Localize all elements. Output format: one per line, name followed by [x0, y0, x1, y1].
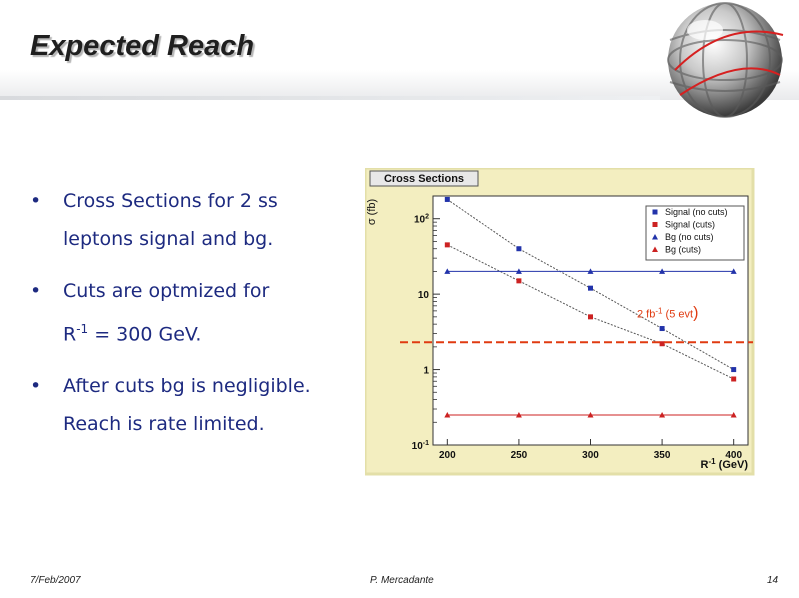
series-line [447, 244, 734, 380]
data-point [516, 246, 522, 252]
data-point [516, 278, 522, 284]
x-axis-label: R-1 (GeV) [701, 457, 749, 471]
data-point [659, 326, 665, 332]
y-tick-label: 10 [418, 290, 430, 301]
bullet-item: • After cuts bg is negligible. Reach is … [30, 367, 350, 443]
data-point [444, 196, 450, 202]
x-tick-label: 200 [439, 450, 456, 461]
x-tick-label: 300 [582, 450, 599, 461]
data-point [587, 268, 594, 274]
data-point [659, 411, 666, 418]
bullet-dot: • [30, 280, 42, 302]
legend-entry: Signal (no cuts) [665, 207, 728, 217]
bullet-line: Cuts are optmized for [63, 280, 270, 302]
data-point [444, 268, 451, 274]
slide-title: Expected Reach [30, 30, 255, 62]
data-point [730, 411, 737, 418]
title-underline [0, 96, 660, 100]
bullet-item: • Cuts are optmized for R-1 = 300 GeV. [30, 272, 350, 353]
bullet-line: After cuts bg is negligible. [63, 375, 311, 398]
cross-section-chart: Cross Sections σ (fb) 200 250 300 350 400 10… [363, 166, 755, 476]
data-point [730, 268, 737, 274]
legend-marker [652, 222, 658, 227]
data-point [588, 285, 593, 291]
chart-container: Cross Sections σ (fb) 200 250 300 350 400 10… [363, 166, 799, 482]
y-tick-label: 10-1 [412, 440, 429, 452]
legend: Signal (no cuts) Signal (cuts) Bg (no cuts… [645, 205, 745, 261]
y-axis-label: σ (fb) [366, 199, 378, 225]
data-point [587, 411, 594, 418]
bullet-line: R-1 = 300 GeV. [63, 310, 350, 353]
bullet-dot: • [30, 375, 42, 398]
x-axis-label-sup: -1 [708, 457, 716, 466]
data-point [588, 314, 593, 320]
data-point [444, 242, 450, 248]
x-tick-label: 400 [725, 450, 742, 461]
legend-marker [652, 234, 658, 240]
x-axis-label-base: R [701, 459, 709, 471]
bullet-text: = 300 GeV. [88, 323, 202, 346]
series-group [444, 196, 737, 418]
panel-title-box [369, 170, 479, 187]
reference-line-group: 2 fb-1 (5 evt) [400, 304, 753, 344]
footer-author: P. Mercadante [370, 575, 434, 586]
legend-entry: Signal (cuts) [665, 220, 715, 230]
footer-date: 7/Feb/2007 [30, 575, 81, 586]
bullet-item: • Cross Sections for 2 ss leptons signal… [30, 182, 350, 258]
reference-line-label: 2 fb-1 (5 evt) [637, 304, 698, 321]
x-tick-label: 350 [654, 450, 671, 461]
panel-title: Cross Sections [384, 173, 464, 185]
bullet-line: Reach is rate limited. [63, 413, 265, 436]
bullet-line: Cross Sections for 2 ss [63, 190, 278, 212]
globe-logo [667, 2, 784, 118]
x-axis-label-unit: (GeV) [716, 459, 749, 471]
x-tick-group: 200 250 300 350 400 [439, 439, 742, 461]
data-point [659, 268, 666, 274]
legend-marker [652, 246, 658, 252]
footer-page-number: 14 [767, 575, 779, 586]
legend-entry: Bg (cuts) [665, 245, 701, 255]
data-point [731, 376, 737, 382]
y-tick-label: 102 [414, 214, 429, 226]
bullet-list: • Cross Sections for 2 ss leptons signal… [30, 182, 350, 443]
legend-box [645, 205, 745, 261]
bullet-dot: • [30, 190, 42, 212]
data-point [515, 411, 522, 418]
chart-panel-frame [363, 166, 755, 476]
y-tick-group: 10-1 1 10 102 [412, 195, 440, 452]
legend-entry: Bg (no cuts) [665, 232, 714, 242]
bullet-superscript: -1 [76, 322, 89, 336]
data-point [731, 367, 737, 373]
data-point [444, 411, 451, 418]
data-point [659, 341, 665, 347]
data-point [515, 268, 522, 274]
legend-marker [652, 209, 658, 215]
bullet-r-symbol: R [63, 323, 77, 346]
y-tick-label: 1 [423, 366, 429, 377]
title-band [0, 0, 799, 100]
bullet-line: leptons signal and bg. [63, 228, 274, 250]
x-tick-label: 250 [511, 450, 528, 461]
